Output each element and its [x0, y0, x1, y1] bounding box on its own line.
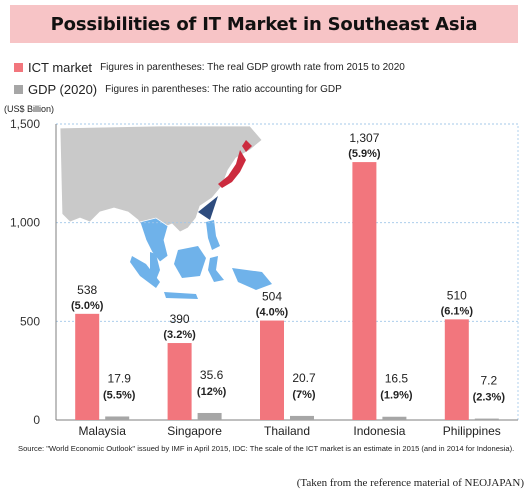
ict-growth-label: (5.9%) [348, 148, 381, 160]
legend-ict-note: Figures in parentheses: The real GDP gro… [100, 62, 405, 73]
title-banner: Possibilities of IT Market in Southeast … [10, 5, 518, 43]
gdp-ratio-label: (12%) [197, 386, 227, 398]
gdp-bar [197, 412, 222, 420]
gdp-ratio-label: (2.3%) [473, 392, 506, 404]
ict-growth-label: (6.1%) [441, 305, 474, 317]
y-tick-label: 0 [33, 413, 40, 427]
map-japan [218, 150, 246, 188]
x-tick-label: Thailand [264, 424, 310, 438]
legend-gdp-swatch [14, 85, 23, 94]
ict-value-label: 538 [77, 283, 97, 297]
gdp-bar [290, 415, 314, 420]
map-indochina [139, 217, 169, 263]
gdp-value-label: 35.6 [200, 368, 224, 382]
credit-note: (Taken from the reference material of NE… [296, 477, 524, 489]
legend-ict-label: ICT market [28, 60, 93, 75]
ict-bar [260, 320, 284, 420]
gdp-value-label: 17.9 [108, 371, 132, 385]
ict-value-label: 1,307 [349, 131, 379, 145]
y-tick-label: 1,500 [10, 117, 40, 131]
gdp-bar [382, 416, 407, 420]
gdp-bar [105, 416, 130, 420]
ict-bar [352, 162, 377, 420]
ict-growth-label: (4.0%) [256, 307, 289, 319]
x-tick-label: Philippines [443, 424, 501, 438]
gdp-bar [474, 418, 499, 420]
gdp-ratio-label: (7%) [292, 389, 316, 401]
legend-ict: ICT market Figures in parentheses: The r… [14, 60, 405, 75]
x-tick-label: Indonesia [353, 424, 405, 438]
map-sumatra [130, 256, 160, 288]
map-new-guinea [232, 268, 272, 290]
asia-map-illustration [59, 125, 272, 299]
x-tick-label: Singapore [167, 424, 222, 438]
chart-title: Possibilities of IT Market in Southeast … [50, 13, 478, 35]
source-note: Source: "World Economic Outlook" issued … [18, 444, 515, 453]
y-tick-label: 1,000 [10, 216, 40, 230]
map-philippines [206, 220, 220, 250]
y-tick-label: 500 [20, 314, 40, 328]
gdp-value-label: 20.7 [292, 371, 316, 385]
legend-ict-swatch [14, 63, 23, 72]
ict-value-label: 390 [170, 312, 190, 326]
ict-bar [167, 343, 192, 420]
map-sulawesi [208, 256, 224, 282]
ict-growth-label: (5.0%) [71, 300, 104, 312]
map-hokkaido [242, 140, 252, 152]
gdp-value-label: 16.5 [385, 372, 409, 386]
legend-gdp-note: Figures in parentheses: The ratio accoun… [105, 84, 342, 95]
x-tick-label: Malaysia [79, 424, 127, 438]
legend-gdp-label: GDP (2020) [28, 82, 98, 97]
map-borneo [174, 246, 206, 278]
y-axis-unit: (US$ Billion) [4, 104, 55, 114]
map-arrow-icon [198, 196, 218, 220]
gdp-ratio-label: (1.9%) [380, 390, 413, 402]
ict-bar [444, 319, 469, 420]
legend-gdp: GDP (2020) Figures in parentheses: The r… [14, 82, 342, 97]
ict-value-label: 504 [262, 290, 282, 304]
ict-bar [75, 313, 100, 420]
map-java [164, 292, 198, 299]
ict-value-label: 510 [447, 288, 467, 302]
ict-growth-label: (3.2%) [163, 329, 196, 341]
gdp-value-label: 7.2 [480, 374, 497, 388]
gdp-ratio-label: (5.5%) [103, 389, 136, 401]
